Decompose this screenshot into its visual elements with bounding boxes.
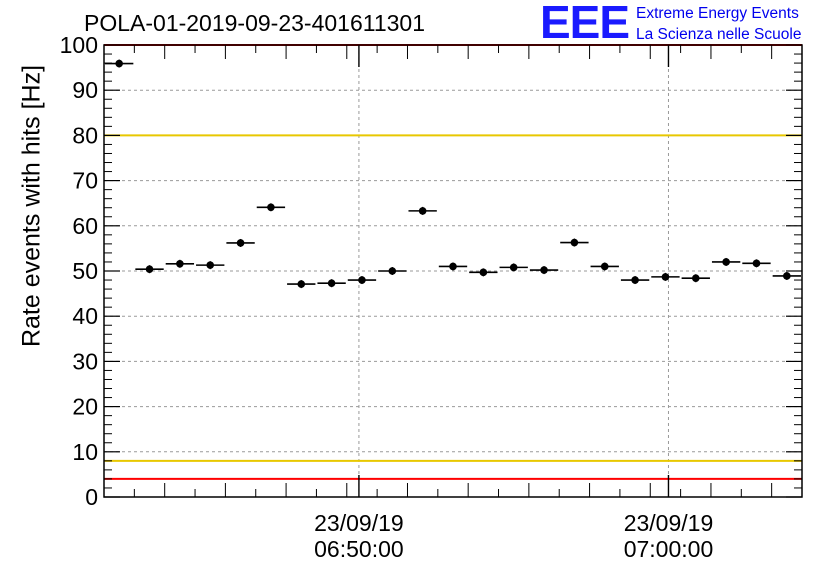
logo-line-1: Extreme Energy Events	[636, 5, 799, 22]
point-marker	[236, 239, 245, 247]
point-marker	[449, 262, 457, 271]
logo-line-2: La Scienza nelle Scuole	[636, 26, 802, 43]
eee-logo-mark: EEE	[540, 0, 630, 48]
data-point	[408, 206, 437, 215]
y-tick-label: 60	[72, 213, 98, 239]
point-marker	[418, 207, 427, 215]
data-point	[772, 271, 801, 280]
data-point	[287, 280, 316, 289]
point-marker	[297, 280, 306, 288]
point-marker	[752, 259, 761, 268]
point-marker	[722, 258, 730, 266]
y-tick-label: 50	[72, 258, 98, 284]
eee-logo: EEE Extreme Energy Events La Scienza nel…	[540, 0, 830, 48]
point-marker	[145, 265, 154, 273]
x-tick-label-date: 23/09/19	[314, 510, 404, 536]
data-point	[378, 267, 407, 275]
point-marker	[509, 263, 518, 272]
y-tick-label: 80	[72, 122, 98, 148]
grid-layer	[104, 45, 802, 497]
x-tick-label-date: 23/09/19	[624, 510, 714, 536]
point-marker	[327, 279, 336, 288]
point-marker	[388, 267, 397, 275]
data-point	[651, 272, 680, 281]
y-tick-label: 40	[72, 303, 98, 329]
x-tick-label-time: 07:00:00	[624, 536, 714, 562]
y-tick-label: 90	[72, 77, 98, 103]
chart-title: POLA-01-2019-09-23-401611301	[84, 10, 425, 36]
point-marker	[691, 274, 700, 283]
data-point	[256, 203, 286, 212]
y-tick-label: 20	[72, 394, 98, 420]
point-marker	[176, 259, 184, 268]
point-marker	[661, 273, 670, 281]
data-point	[499, 263, 528, 272]
data-point	[347, 276, 377, 285]
data-points	[105, 59, 801, 289]
data-point	[165, 259, 195, 268]
data-point	[226, 238, 255, 247]
axis-ticks	[103, 44, 803, 498]
point-marker	[358, 276, 366, 284]
y-tick-label: 70	[72, 168, 98, 194]
point-marker	[783, 272, 791, 280]
data-point	[590, 262, 619, 271]
y-axis-label: Rate events with hits [Hz]	[17, 64, 46, 348]
point-marker	[570, 238, 579, 247]
point-marker	[600, 262, 609, 271]
point-marker	[206, 261, 215, 269]
y-tick-label: 30	[72, 348, 98, 374]
point-marker	[267, 203, 275, 212]
data-point	[560, 238, 589, 247]
point-marker	[479, 268, 488, 277]
data-point	[469, 268, 498, 277]
data-point	[438, 262, 468, 271]
y-tick-label: 100	[60, 32, 98, 58]
y-tick-label: 0	[85, 484, 98, 510]
data-point	[681, 274, 710, 283]
data-point	[529, 266, 559, 275]
data-point	[711, 257, 741, 266]
x-tick-label-time: 06:50:00	[314, 536, 404, 562]
point-marker	[540, 266, 548, 274]
y-tick-labels: 0 10 20 30 40 50 60 70 80 90 100	[60, 32, 98, 510]
data-point	[620, 276, 650, 285]
data-point	[196, 261, 225, 270]
data-point	[742, 259, 771, 268]
point-marker	[115, 59, 123, 68]
data-point	[135, 265, 164, 274]
point-marker	[631, 276, 639, 284]
data-point	[317, 279, 346, 288]
data-point	[105, 59, 134, 68]
y-tick-label: 10	[72, 439, 98, 465]
